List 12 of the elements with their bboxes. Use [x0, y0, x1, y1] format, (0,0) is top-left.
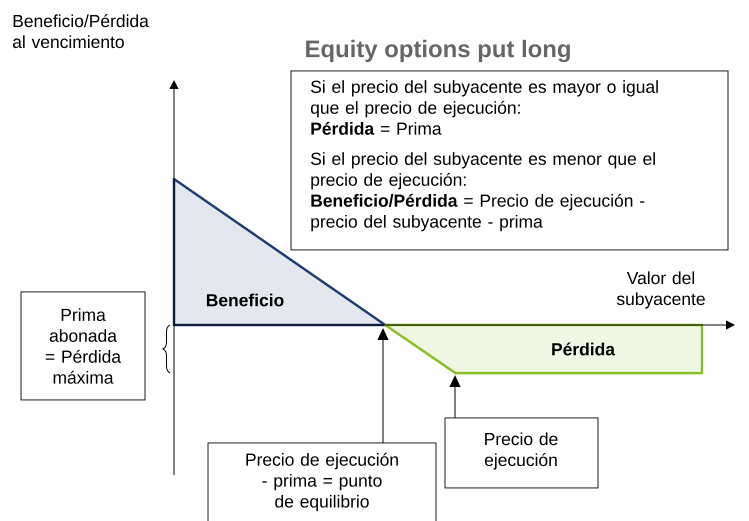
chart-title: Equity options put long [306, 40, 570, 62]
text: Si el precio del subyacente es mayor o igual que el precio de ejecución: [310, 80, 658, 118]
series-label: Pérdida [552, 342, 616, 356]
series-label: Beneficio [206, 294, 284, 306]
text: Beneficio/Pérdida al vencimiento [12, 14, 149, 48]
text: Precio de ejecución [484, 432, 558, 470]
x-axis-title: Valor del subyacente [616, 271, 705, 309]
text: Pérdida = Prima [311, 122, 442, 135]
annotation: Si el precio del subyacente es menor que el precio de ejecución: [311, 152, 655, 190]
annotation: Beneficio/Pérdida = Precio de ejecución - precio del subyacente - prima [311, 194, 644, 232]
text: Prima abonada = Pérdida máxima [46, 308, 122, 384]
text: Precio de ejecución - prima = punto de equilibrio [246, 452, 398, 512]
